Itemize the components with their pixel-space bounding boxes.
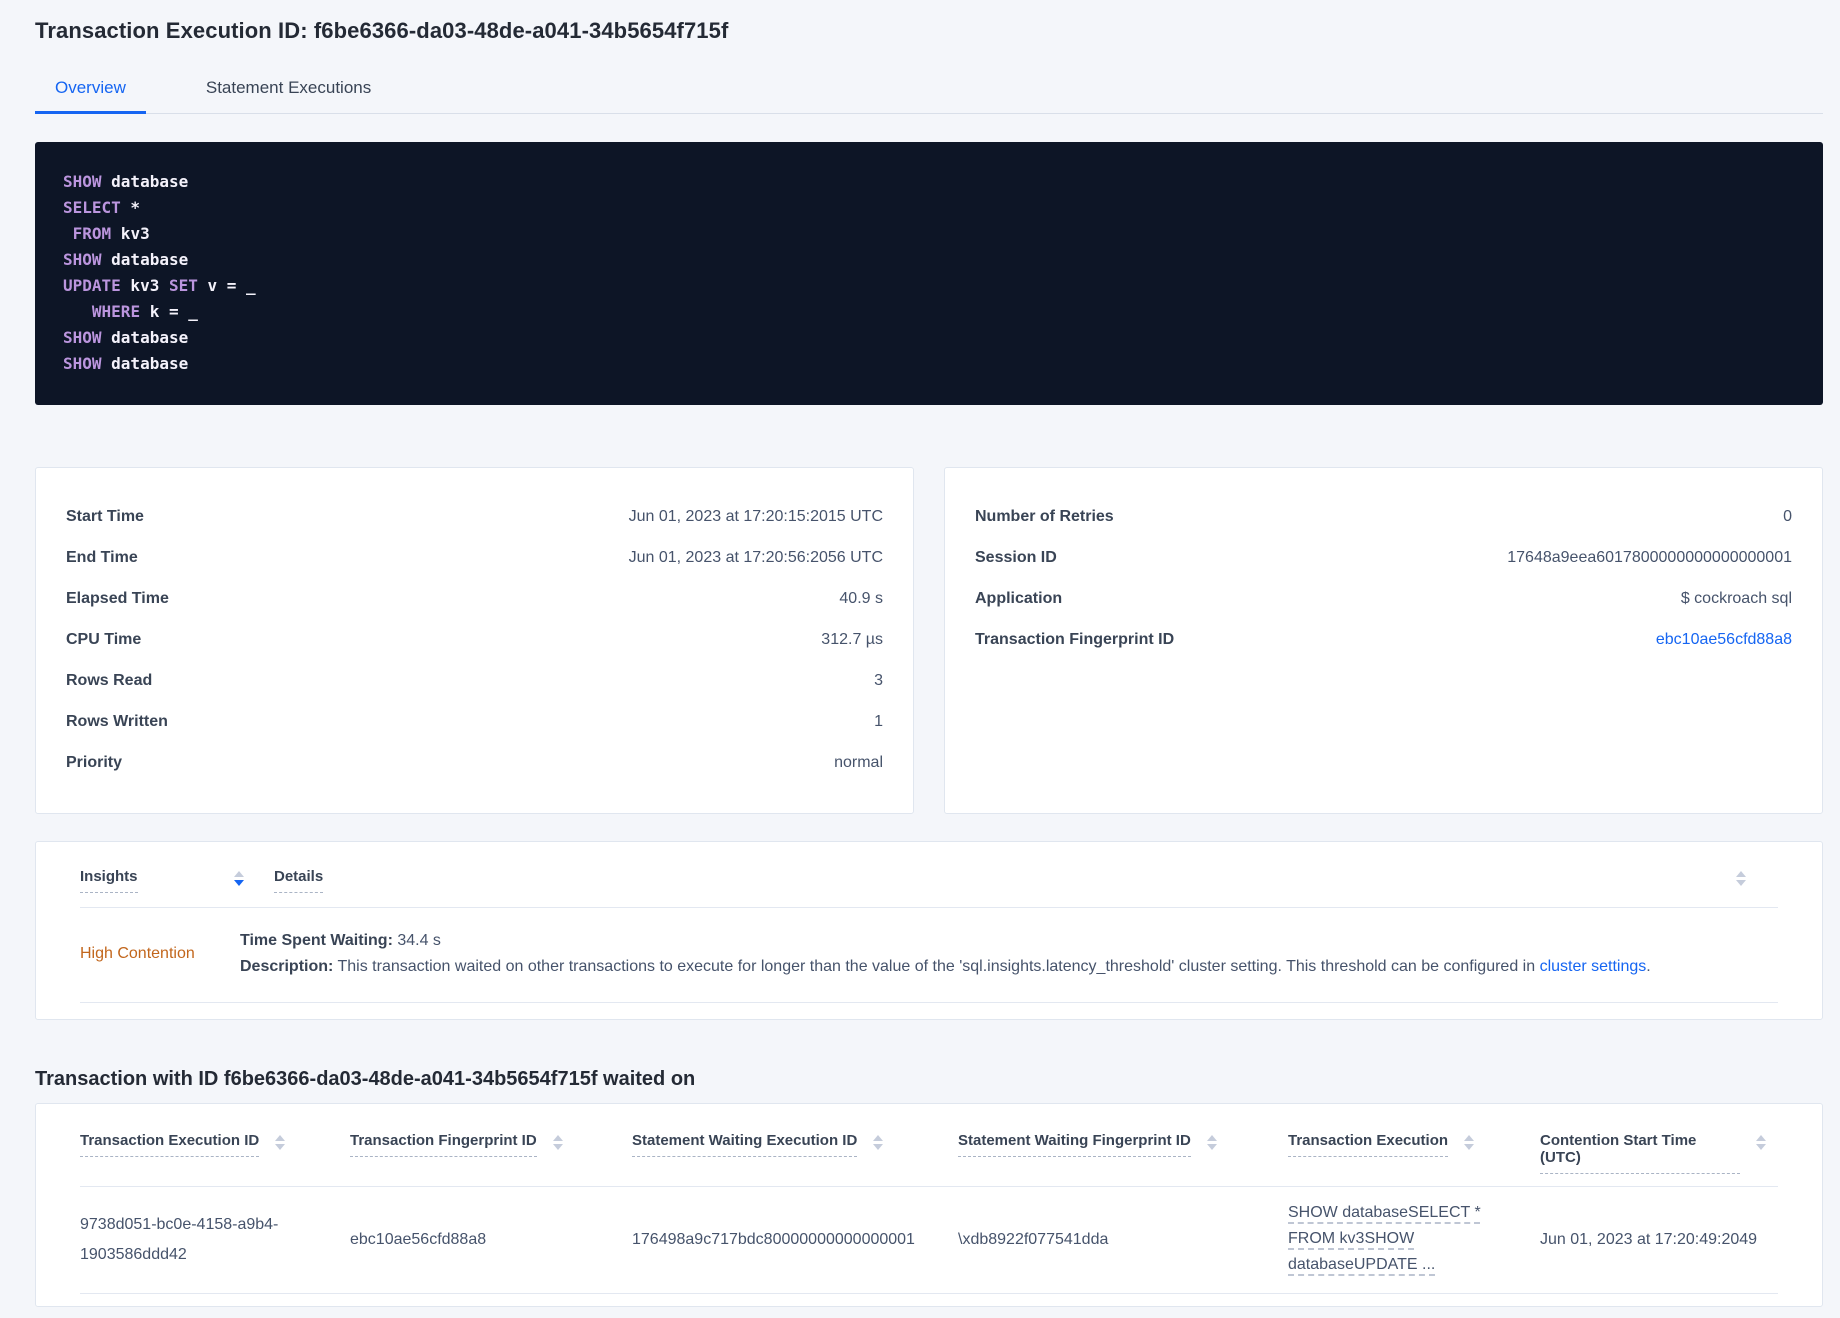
- divider: [80, 1002, 1778, 1003]
- stat-value: 0: [1783, 508, 1792, 525]
- sql-line: SHOW database: [63, 172, 189, 191]
- tab-bar: Overview Statement Executions: [35, 74, 1823, 114]
- cell-transaction-execution: SHOW databaseSELECT * FROM kv3SHOW datab…: [1288, 1200, 1540, 1280]
- stat-row-elapsed-time: Elapsed Time 40.9 s: [66, 590, 883, 608]
- divider: [80, 1186, 1778, 1187]
- column-header-statement-waiting-fingerprint-id[interactable]: Statement Waiting Fingerprint ID: [958, 1132, 1288, 1157]
- stat-value: $ cockroach sql: [1680, 590, 1792, 607]
- sort-icon[interactable]: [234, 871, 244, 886]
- transaction-fingerprint-link[interactable]: ebc10ae56cfd88a8: [1655, 631, 1792, 648]
- stat-row-rows-read: Rows Read 3: [66, 672, 883, 690]
- insight-row: High Contention Time Spent Waiting: 34.4…: [80, 908, 1778, 1002]
- stat-row-rows-written: Rows Written 1: [66, 713, 883, 731]
- stat-value: 1: [874, 713, 883, 730]
- stat-value: 40.9 s: [839, 590, 883, 607]
- waited-on-table-header: Transaction Execution ID Transaction Fin…: [80, 1132, 1778, 1174]
- stat-value: normal: [834, 754, 883, 771]
- cell-transaction-fingerprint-id: ebc10ae56cfd88a8: [350, 1231, 487, 1248]
- tab-overview[interactable]: Overview: [35, 74, 146, 114]
- sort-icon[interactable]: [1756, 1135, 1766, 1150]
- insight-details: Time Spent Waiting: 34.4 s Description: …: [240, 928, 1651, 980]
- sort-icon[interactable]: [873, 1135, 884, 1150]
- overview-stats-card-right: Number of Retries 0 Session ID 17648a9ee…: [944, 467, 1823, 814]
- column-header-statement-waiting-execution-id[interactable]: Statement Waiting Execution ID: [632, 1132, 958, 1157]
- sql-line: SHOW database: [63, 354, 189, 373]
- waited-on-heading: Transaction with ID f6be6366-da03-48de-a…: [35, 1068, 696, 1090]
- stat-value: Jun 01, 2023 at 17:20:56:2056 UTC: [628, 549, 883, 566]
- cell-statement-waiting-execution-id: 176498a9c717bdc80000000000000001: [632, 1231, 915, 1248]
- page-title: Transaction Execution ID: f6be6366-da03-…: [35, 18, 729, 43]
- divider: [80, 907, 1778, 908]
- sql-line: SHOW database: [63, 328, 189, 347]
- sql-line: SELECT *: [63, 198, 141, 217]
- stat-value: 312.7 µs: [821, 631, 883, 648]
- insights-table: Insights Details High Contention Time Sp…: [35, 841, 1823, 1020]
- overview-stats-card-left: Start Time Jun 01, 2023 at 17:20:15:2015…: [35, 467, 914, 814]
- time-spent-waiting: Time Spent Waiting: 34.4 s: [240, 932, 441, 949]
- sort-icon[interactable]: [552, 1135, 563, 1150]
- stat-label: Rows Read: [66, 672, 153, 689]
- sort-icon[interactable]: [1736, 871, 1746, 886]
- sql-line: FROM kv3: [72, 224, 150, 243]
- stat-row-end-time: End Time Jun 01, 2023 at 17:20:56:2056 U…: [66, 549, 883, 567]
- transaction-sql-statements: SHOW database SELECT * FROM kv3 SHOW dat…: [35, 142, 1823, 405]
- sort-icon[interactable]: [1206, 1135, 1217, 1150]
- stat-value: 3: [874, 672, 883, 689]
- cell-contention-start-time: Jun 01, 2023 at 17:20:49:2049: [1540, 1231, 1758, 1248]
- stat-label: Rows Written: [66, 713, 168, 730]
- stat-label: Priority: [66, 754, 123, 771]
- stat-label: Start Time: [66, 508, 144, 525]
- insight-description: Description: This transaction waited on …: [240, 958, 1651, 975]
- stat-label: Number of Retries: [975, 508, 1114, 525]
- cell-statement-waiting-fingerprint-id: \xdb8922f077541dda: [958, 1231, 1109, 1248]
- stat-label: Transaction Fingerprint ID: [975, 631, 1175, 648]
- column-header-contention-start-time[interactable]: Contention Start Time (UTC): [1540, 1132, 1780, 1174]
- details-column-header[interactable]: Details: [274, 868, 324, 893]
- stat-row-session-id: Session ID 17648a9eea6017800000000000000…: [975, 549, 1792, 567]
- sql-line: SHOW database: [63, 250, 189, 269]
- stat-label: Elapsed Time: [66, 590, 169, 607]
- sql-line: UPDATE kv3 SET v = _: [63, 276, 256, 295]
- cell-transaction-execution-id: 9738d051-bc0e-4158-a9b4-1903586ddd42: [80, 1216, 279, 1263]
- stat-label: CPU Time: [66, 631, 142, 648]
- stat-row-priority: Priority normal: [66, 754, 883, 772]
- insights-table-header: Insights Details: [80, 868, 1778, 893]
- sql-line: WHERE k = _: [91, 302, 198, 321]
- cluster-settings-link[interactable]: cluster settings: [1539, 958, 1647, 975]
- divider: [80, 1293, 1778, 1294]
- stat-label: End Time: [66, 549, 138, 566]
- insight-badge-high-contention: High Contention: [80, 945, 195, 962]
- waited-on-row: 9738d051-bc0e-4158-a9b4-1903586ddd42 ebc…: [80, 1187, 1778, 1293]
- stat-label: Application: [975, 590, 1063, 607]
- column-header-transaction-fingerprint-id[interactable]: Transaction Fingerprint ID: [350, 1132, 632, 1157]
- waited-on-table: Transaction Execution ID Transaction Fin…: [35, 1103, 1823, 1307]
- stat-row-start-time: Start Time Jun 01, 2023 at 17:20:15:2015…: [66, 508, 883, 526]
- stat-value: 17648a9eea6017800000000000000001: [1507, 549, 1792, 566]
- stat-row-number-of-retries: Number of Retries 0: [975, 508, 1792, 526]
- stat-row-cpu-time: CPU Time 312.7 µs: [66, 631, 883, 649]
- stat-row-transaction-fingerprint-id: Transaction Fingerprint ID ebc10ae56cfd8…: [975, 631, 1792, 649]
- stat-value: Jun 01, 2023 at 17:20:15:2015 UTC: [628, 508, 883, 525]
- column-header-transaction-execution-id[interactable]: Transaction Execution ID: [80, 1132, 350, 1157]
- stat-row-application: Application $ cockroach sql: [975, 590, 1792, 608]
- tab-statement-executions[interactable]: Statement Executions: [205, 78, 372, 97]
- sort-icon[interactable]: [275, 1135, 286, 1150]
- stat-label: Session ID: [975, 549, 1057, 566]
- transaction-execution-link[interactable]: SHOW databaseSELECT * FROM kv3SHOW datab…: [1288, 1204, 1481, 1273]
- insights-column-header[interactable]: Insights: [80, 868, 240, 893]
- column-header-transaction-execution[interactable]: Transaction Execution: [1288, 1132, 1540, 1157]
- sort-icon[interactable]: [1464, 1135, 1475, 1150]
